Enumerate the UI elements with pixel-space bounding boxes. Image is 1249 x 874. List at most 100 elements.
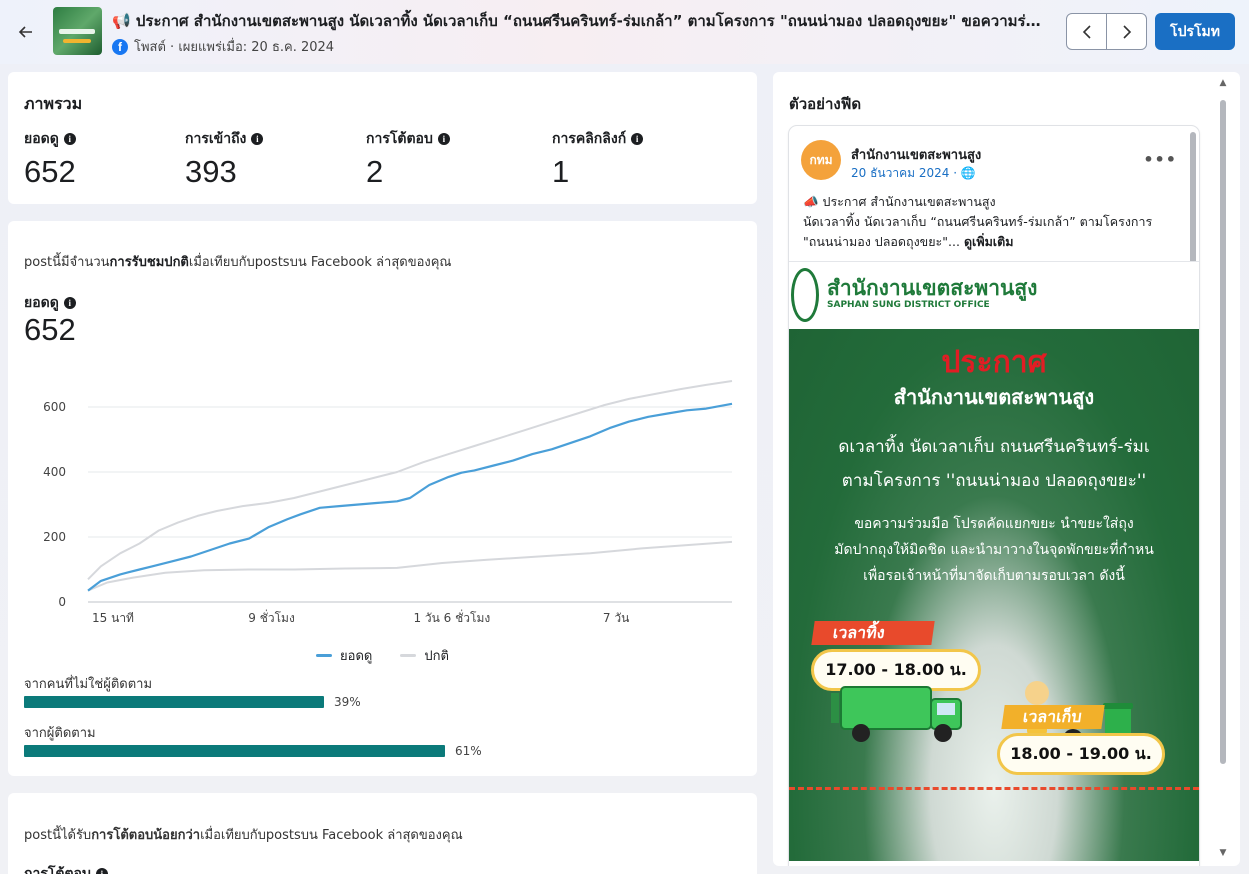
page-name[interactable]: สำนักงานเขตสะพานสูง	[851, 148, 982, 163]
metric-value: 393	[185, 154, 237, 189]
non-follower-percent: 39%	[334, 695, 361, 709]
previous-post-button[interactable]	[1067, 14, 1106, 49]
metric-reach: การเข้าถึง i 393	[185, 128, 264, 190]
collect-time-pill: 18.00 - 19.00 น.	[997, 733, 1165, 775]
interactions-comparison-text: postนี้ได้รับการโต้ตอบน้อยกว่าเมื่อเทียบ…	[24, 824, 463, 845]
series-line-normal[interactable]	[87, 380, 733, 581]
sentence-part: postนี้ได้รับ	[24, 828, 92, 843]
overview-title: ภาพรวม	[24, 94, 83, 113]
post-text-tail: "ถนนน่ามอง ปลอดถุงขยะ"...	[803, 234, 960, 249]
metric-label: การคลิกลิงก์	[552, 131, 627, 147]
image-line: เพื่อรอเจ้าหน้าที่มาจัดเก็บตามรอบเวลา ดั…	[863, 568, 1125, 584]
views-comparison-text: postนี้มีจำนวนการรับชมปกติเมื่อเทียบกับp…	[24, 251, 452, 272]
follower-bar-fill	[24, 745, 445, 757]
legend-label: ปกติ	[424, 649, 449, 664]
image-subtitle: สำนักงานเขตสะพานสูง	[893, 385, 1095, 409]
non-follower-label: จากคนที่ไม่ใช่ผู้ติดตาม	[24, 677, 153, 692]
see-more-link[interactable]: ดูเพิ่มเติม	[963, 234, 1014, 249]
sentence-part: postนี้มีจำนวน	[24, 255, 110, 270]
metric-label: การโต้ตอบ	[366, 131, 433, 147]
info-icon[interactable]: i	[251, 133, 264, 145]
post-date[interactable]: 20 ธันวาคม 2024 · 🌐	[851, 166, 976, 180]
facebook-icon: f	[112, 38, 128, 55]
sentence-emphasis: การโต้ตอบน้อยกว่า	[91, 828, 201, 843]
y-tick-label: 400	[43, 465, 66, 479]
post-image[interactable]: สำนักงานเขตสะพานสูง SAPHAN SUNG DISTRICT…	[789, 261, 1199, 861]
y-tick-label: 600	[43, 400, 66, 414]
facebook-post-preview: กทม สำนักงานเขตสะพานสูง 20 ธันวาคม 2024 …	[789, 126, 1199, 866]
metric-label: ยอดดู	[24, 131, 59, 147]
non-follower-bar-fill	[24, 696, 324, 708]
info-icon[interactable]: i	[63, 133, 76, 145]
drop-time-tag: เวลาทิ้ง	[811, 621, 935, 645]
feed-preview-scrollbar[interactable]: ▲ ▼	[1218, 76, 1228, 862]
district-seal-icon	[791, 268, 819, 322]
interactions-metric-label: การโต้ตอบ i	[24, 863, 108, 874]
image-line: ขอความร่วมมือ โปรดคัดแยกขยะ นำขยะใส่ถุง	[854, 516, 1134, 532]
overview-card: ภาพรวม ยอดดู i 652 การเข้าถึง i 393 การโต้…	[8, 72, 757, 204]
metric-label: ยอดดู	[24, 295, 59, 311]
scroll-up-icon[interactable]: ▲	[1219, 78, 1227, 88]
info-icon[interactable]: i	[63, 297, 76, 309]
scroll-down-icon[interactable]: ▼	[1219, 848, 1227, 858]
more-options-icon[interactable]: •••	[1143, 150, 1177, 169]
back-button[interactable]	[12, 18, 40, 46]
image-header: สำนักงานเขตสะพานสูง SAPHAN SUNG DISTRICT…	[789, 261, 1199, 329]
drop-time-pill: 17.00 - 18.00 น.	[811, 649, 981, 691]
promote-button[interactable]: โปรโมท	[1155, 13, 1235, 50]
image-org-english: SAPHAN SUNG DISTRICT OFFICE	[827, 300, 990, 310]
legend-item-views[interactable]: ยอดดู	[316, 645, 372, 666]
chart-legend: ยอดดู ปกติ	[8, 645, 757, 666]
series-line-views[interactable]	[87, 402, 733, 592]
post-navigation	[1066, 13, 1147, 50]
info-icon[interactable]: i	[631, 133, 644, 145]
post-meta: f โพสต์ · เผยแพร่เมื่อ: 20 ธ.ค. 2024	[112, 36, 334, 57]
views-card: postนี้มีจำนวนการรับชมปกติเมื่อเทียบกับp…	[8, 221, 757, 776]
page-avatar[interactable]: กทม	[801, 140, 841, 180]
metric-label: การเข้าถึง	[185, 131, 247, 147]
x-tick-label: 15 นาที	[92, 611, 134, 625]
arrow-left-icon	[18, 26, 32, 38]
legend-item-normal[interactable]: ปกติ	[400, 645, 449, 666]
follower-percent: 61%	[455, 744, 482, 758]
post-meta-text: โพสต์ · เผยแพร่เมื่อ: 20 ธ.ค. 2024	[134, 40, 335, 55]
post-text-line: "ถนนน่ามอง ปลอดถุงขยะ"... ดูเพิ่มเติม	[803, 232, 1183, 252]
legend-label: ยอดดู	[340, 649, 373, 664]
info-icon[interactable]: i	[95, 868, 108, 874]
post-title: 📢 ประกาศ สำนักงานเขตสะพานสูง นัดเวลาทิ้ง…	[112, 12, 1047, 30]
metric-value: 1	[552, 154, 570, 189]
info-icon[interactable]: i	[437, 133, 450, 145]
y-tick-label: 0	[58, 595, 66, 609]
garbage-truck-icon	[831, 686, 962, 742]
image-dashed-divider	[789, 787, 1199, 790]
interactions-card: postนี้ได้รับการโต้ตอบน้อยกว่าเมื่อเทียบ…	[8, 793, 757, 874]
feed-preview-title: ตัวอย่างฟีด	[789, 95, 862, 113]
image-line: มัดปากถุงให้มิดชิด และนำมาวางในจุดพักขยะ…	[834, 542, 1154, 558]
views-metric-label: ยอดดู i	[24, 292, 76, 314]
x-tick-label: 9 ชั่วโมง	[248, 609, 295, 625]
metric-views: ยอดดู i 652	[24, 128, 76, 190]
non-follower-bar	[24, 696, 714, 708]
follower-label: จากผู้ติดตาม	[24, 726, 96, 741]
image-line: ตามโครงการ ''ถนนน่ามอง ปลอดถุงขยะ''	[841, 471, 1147, 491]
metric-label: การโต้ตอบ	[24, 866, 91, 874]
image-line: ดเวลาทิ้ง นัดเวลาเก็บ ถนนศรีนครินทร์-ร่ม…	[838, 437, 1150, 457]
scrollbar-thumb[interactable]	[1220, 100, 1226, 764]
collect-time-tag: เวลาเก็บ	[1001, 705, 1105, 729]
post-thumbnail[interactable]	[53, 7, 102, 55]
metric-value: 2	[366, 154, 384, 189]
x-tick-label: 7 วัน	[603, 611, 629, 625]
image-org-thai: สำนักงานเขตสะพานสูง	[827, 276, 1038, 300]
x-tick-label: 1 วัน 6 ชั่วโมง	[413, 609, 490, 625]
follower-bar	[24, 745, 714, 757]
post-text-line: นัดเวลาทิ้ง นัดเวลาเก็บ “ถนนศรีนครินทร์-…	[803, 214, 1153, 229]
next-post-button[interactable]	[1106, 14, 1146, 49]
series-line-normal[interactable]	[87, 540, 733, 592]
chevron-right-icon	[1122, 24, 1131, 39]
metric-value: 652	[24, 154, 76, 189]
metric-link-clicks: การคลิกลิงก์ i 1	[552, 128, 644, 190]
legend-swatch	[316, 654, 333, 657]
post-text: 📣 ประกาศ สำนักงานเขตสะพานสูง นัดเวลาทิ้ง…	[803, 192, 1183, 252]
post-text-line: 📣 ประกาศ สำนักงานเขตสะพานสูง	[803, 194, 996, 209]
views-metric-value: 652	[24, 312, 76, 347]
